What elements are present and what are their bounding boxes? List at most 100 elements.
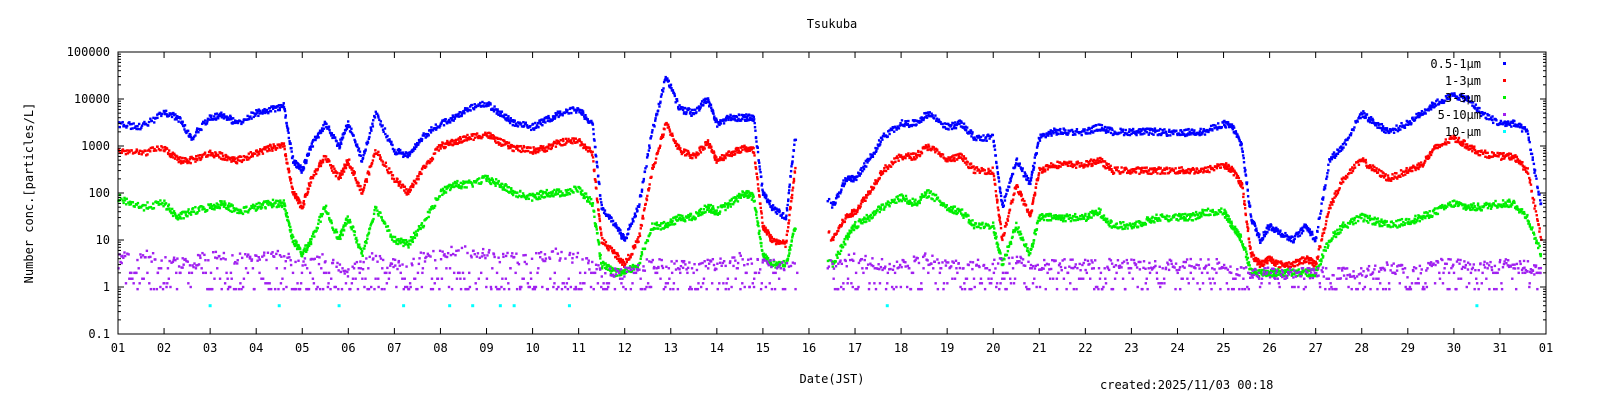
data-point — [873, 182, 877, 186]
data-point — [575, 109, 579, 112]
data-point — [1441, 99, 1444, 102]
data-point — [1430, 105, 1434, 109]
data-point — [886, 167, 890, 170]
data-point — [170, 115, 174, 119]
data-point — [306, 192, 309, 195]
data-point — [263, 107, 266, 111]
data-point — [673, 92, 676, 96]
data-point — [997, 180, 1001, 183]
data-point — [1031, 201, 1035, 204]
data-point — [494, 108, 498, 111]
data-point — [1293, 234, 1297, 238]
data-point — [600, 201, 603, 204]
data-point — [582, 146, 586, 149]
data-point — [918, 154, 922, 157]
data-point — [243, 118, 246, 121]
data-point — [500, 110, 504, 113]
data-point — [1466, 145, 1469, 148]
data-point — [1313, 237, 1316, 240]
data-point — [661, 90, 665, 93]
data-point — [1230, 124, 1233, 127]
data-point — [122, 201, 125, 205]
data-point — [1315, 256, 1319, 259]
data-point — [497, 141, 500, 144]
data-point — [364, 149, 367, 153]
data-point — [1175, 129, 1178, 132]
data-point — [1524, 130, 1528, 133]
data-point — [242, 154, 246, 158]
data-point — [1014, 186, 1017, 189]
data-point — [1086, 129, 1089, 132]
data-point — [857, 206, 860, 210]
data-point — [719, 158, 723, 161]
data-point — [1074, 133, 1077, 136]
data-point — [1327, 169, 1330, 172]
data-point — [1527, 136, 1530, 139]
data-point — [935, 117, 939, 120]
data-point — [371, 159, 375, 162]
data-point — [715, 156, 718, 159]
data-point — [1241, 150, 1245, 154]
data-point — [182, 217, 185, 220]
data-point — [401, 151, 405, 154]
data-point — [1087, 160, 1090, 164]
data-point — [214, 112, 217, 116]
data-point — [1030, 176, 1033, 179]
data-point — [1539, 199, 1542, 202]
data-point — [941, 153, 945, 156]
data-point — [1057, 132, 1060, 136]
data-point — [225, 207, 229, 210]
data-point — [1115, 168, 1119, 172]
data-point — [1127, 171, 1131, 174]
data-point — [209, 154, 213, 157]
data-point — [710, 145, 713, 148]
data-point — [1065, 162, 1069, 166]
data-point — [603, 209, 607, 212]
data-point — [702, 98, 705, 101]
data-point — [1198, 133, 1201, 137]
data-point — [1150, 132, 1154, 135]
data-point — [1208, 127, 1212, 131]
data-point — [1352, 167, 1355, 170]
data-point — [201, 208, 204, 211]
data-point — [581, 110, 585, 113]
data-point — [209, 206, 212, 209]
data-point — [293, 159, 296, 162]
data-point — [1164, 172, 1167, 175]
data-point — [351, 171, 354, 174]
data-point — [213, 115, 216, 118]
data-point — [325, 122, 328, 126]
data-point — [641, 214, 644, 218]
data-point — [398, 152, 402, 155]
data-point — [1399, 175, 1402, 179]
data-point — [521, 147, 524, 150]
data-point — [1400, 121, 1403, 125]
data-point — [387, 171, 390, 175]
data-point — [380, 159, 383, 162]
data-point — [558, 110, 562, 113]
data-point — [454, 142, 457, 146]
data-point — [950, 123, 953, 127]
data-point — [1466, 99, 1469, 102]
data-point — [1376, 126, 1379, 129]
data-point — [554, 111, 557, 115]
data-point — [1026, 178, 1029, 182]
data-point — [311, 145, 315, 148]
data-point — [1069, 160, 1073, 164]
data-point — [1432, 102, 1435, 105]
data-point — [643, 207, 646, 210]
data-point — [282, 106, 286, 109]
data-point — [330, 134, 333, 137]
data-point — [166, 204, 170, 208]
data-point — [341, 136, 345, 139]
data-point — [988, 172, 991, 175]
data-point — [498, 137, 501, 140]
data-point — [433, 126, 436, 130]
data-point — [353, 138, 356, 142]
data-point — [1195, 168, 1199, 171]
data-point — [1371, 164, 1375, 167]
data-point — [1247, 237, 1251, 240]
data-point — [548, 144, 552, 147]
data-point — [713, 156, 716, 159]
data-point — [1520, 162, 1523, 165]
